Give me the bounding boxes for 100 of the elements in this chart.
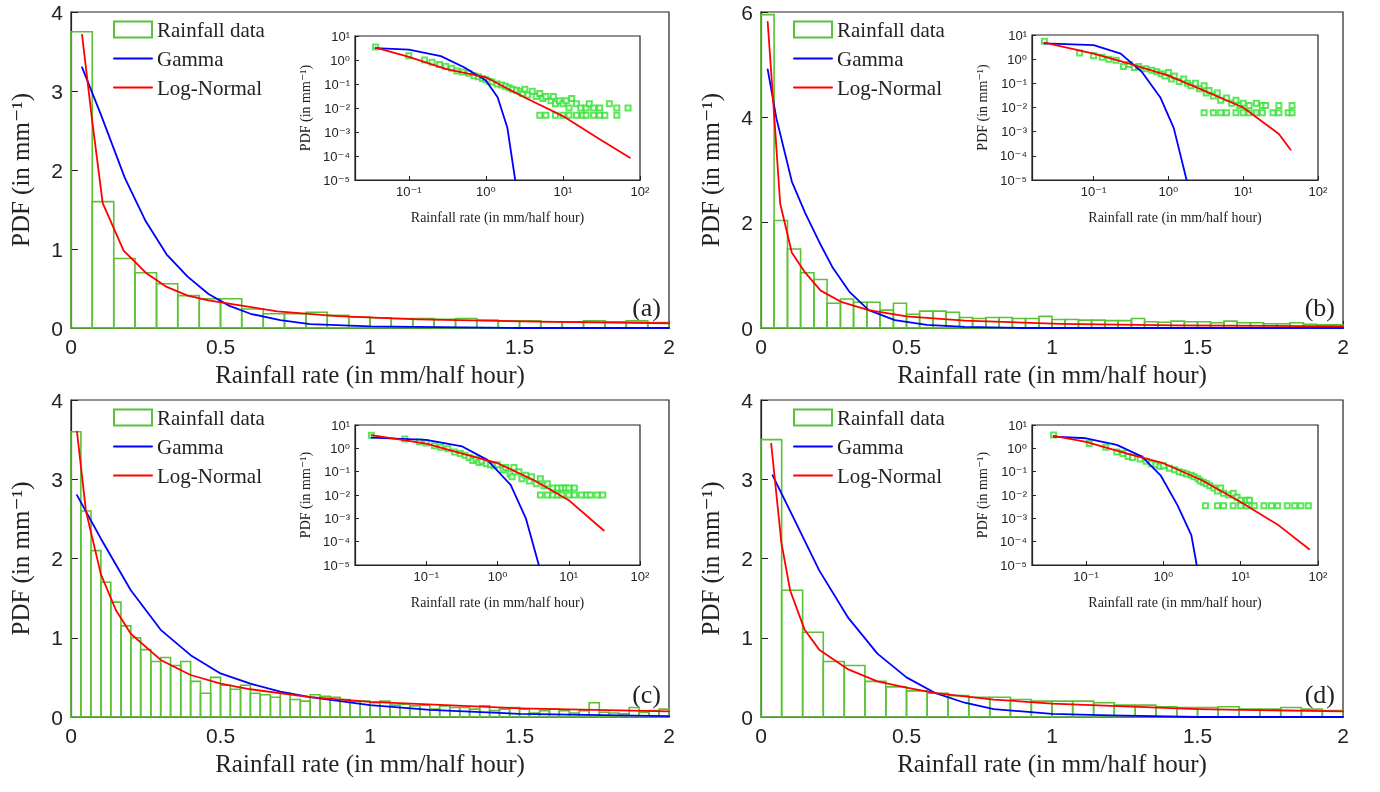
y-tick-label: 4 xyxy=(741,105,754,129)
legend-label: Log-Normal xyxy=(837,75,943,100)
x-tick-label: 10⁻¹ xyxy=(396,184,423,199)
legend-label: Rainfall data xyxy=(837,405,946,430)
x-axis-title: Rainfall rate (in mm/half hour) xyxy=(897,361,1207,389)
y-tick-label: 10⁻² xyxy=(324,487,351,503)
y-tick-label: 2 xyxy=(51,547,63,570)
y-tick-label: 10⁻⁵ xyxy=(323,557,350,573)
y-tick-label: 10⁰ xyxy=(330,440,350,456)
y-tick-label: 1 xyxy=(51,626,63,650)
y-tick-label: 4 xyxy=(51,0,64,24)
y-axis-title: PDF (in mm⁻¹) xyxy=(697,481,725,636)
x-tick-label: 1 xyxy=(364,724,376,747)
legend-label: Rainfall data xyxy=(157,17,266,42)
x-tick-label: 10⁰ xyxy=(1158,184,1179,199)
legend-label: Gamma xyxy=(837,46,905,71)
x-tick-label: 1.5 xyxy=(504,724,535,747)
y-tick-label: 10⁻⁵ xyxy=(1000,557,1027,573)
x-tick-label: 10⁻¹ xyxy=(1073,569,1100,584)
y-axis-title: PDF (in mm⁻¹) xyxy=(7,92,35,248)
annotation: (b) xyxy=(1304,292,1336,322)
x-tick-label: 2 xyxy=(663,335,675,358)
x-axis-title: Rainfall rate (in mm/half hour) xyxy=(215,750,525,778)
x-tick-label: 1.5 xyxy=(504,335,535,358)
x-tick-label: 1 xyxy=(1046,724,1058,747)
y-tick-label: 3 xyxy=(741,467,753,491)
x-axis-title: Rainfall rate (in mm/half hour) xyxy=(410,594,585,611)
x-tick-label: 10¹ xyxy=(1231,569,1251,584)
x-tick-label: 10² xyxy=(1308,569,1329,584)
x-tick-label: 2 xyxy=(1337,724,1349,747)
x-tick-label: 10² xyxy=(630,569,651,584)
y-tick-label: 10⁻² xyxy=(1001,100,1028,115)
x-axis-title: Rainfall rate (in mm/half hour) xyxy=(1088,594,1263,611)
y-axis-title: PDF (in mm⁻¹) xyxy=(297,64,314,152)
y-tick-label: 1 xyxy=(741,626,753,650)
x-tick-label: 10⁻¹ xyxy=(413,569,440,584)
x-axis-title: Rainfall rate (in mm/half hour) xyxy=(897,750,1207,778)
y-tick-label: 10⁰ xyxy=(1007,51,1027,67)
y-tick-label: 10⁻³ xyxy=(1001,124,1028,140)
x-tick-label: 1.5 xyxy=(1182,724,1213,747)
x-axis-title: Rainfall rate (in mm/half hour) xyxy=(1088,209,1263,226)
y-tick-label: 0 xyxy=(51,316,63,340)
annotation: (a) xyxy=(632,292,661,322)
x-tick-label: 1 xyxy=(364,335,376,358)
y-tick-label: 10⁻⁴ xyxy=(323,534,350,550)
legend-label: Gamma xyxy=(157,46,225,71)
y-tick-label: 0 xyxy=(51,705,63,729)
y-tick-label: 10⁻⁴ xyxy=(323,148,350,164)
x-tick-label: 10² xyxy=(1308,184,1329,199)
y-tick-label: 2 xyxy=(741,547,753,570)
x-tick-label: 10⁻¹ xyxy=(1080,184,1108,199)
y-tick-label: 10⁻⁵ xyxy=(1000,172,1027,188)
x-tick-label: 0.5 xyxy=(891,724,922,747)
y-tick-label: 10¹ xyxy=(331,28,351,44)
x-tick-label: 1 xyxy=(1046,335,1058,358)
x-tick-label: 0.5 xyxy=(891,335,922,358)
x-tick-label: 10¹ xyxy=(559,569,579,584)
y-tick-label: 10⁻⁴ xyxy=(1000,148,1027,164)
y-tick-label: 2 xyxy=(741,211,753,235)
x-axis-title: Rainfall rate (in mm/half hour) xyxy=(215,361,525,389)
y-tick-label: 10⁻⁴ xyxy=(1000,534,1027,550)
y-axis-title: PDF (in mm⁻¹) xyxy=(974,64,991,151)
y-tick-label: 3 xyxy=(51,467,63,491)
y-tick-label: 10⁻³ xyxy=(324,124,351,140)
x-axis-title: Rainfall rate (in mm/half hour) xyxy=(410,209,585,226)
y-tick-label: 10⁰ xyxy=(1007,440,1027,456)
y-tick-label: 4 xyxy=(51,388,64,412)
legend-label: Gamma xyxy=(157,434,225,459)
y-tick-label: 0 xyxy=(741,316,753,340)
legend-label: Log-Normal xyxy=(837,463,943,488)
y-axis-title: PDF (in mm⁻¹) xyxy=(297,451,314,539)
y-tick-label: 10⁻¹ xyxy=(1001,75,1028,91)
legend-label: Log-Normal xyxy=(157,463,263,488)
y-tick-label: 1 xyxy=(51,237,63,261)
y-tick-label: 10¹ xyxy=(1008,417,1028,433)
y-tick-label: 0 xyxy=(741,705,753,729)
x-tick-label: 2 xyxy=(1337,335,1349,358)
annotation: (c) xyxy=(632,679,661,709)
legend-label: Gamma xyxy=(837,434,905,459)
legend-label: Rainfall data xyxy=(157,405,266,430)
y-tick-label: 10¹ xyxy=(1008,27,1028,43)
y-tick-label: 10⁻⁵ xyxy=(323,172,350,188)
annotation: (d) xyxy=(1304,679,1336,709)
y-tick-label: 3 xyxy=(51,79,63,103)
legend-label: Log-Normal xyxy=(157,75,263,100)
x-tick-label: 0.5 xyxy=(205,335,236,358)
y-tick-label: 10⁻³ xyxy=(324,510,351,526)
y-axis-title: PDF (in mm⁻¹) xyxy=(974,451,991,539)
x-tick-label: 10¹ xyxy=(1233,184,1254,199)
x-tick-label: 10¹ xyxy=(553,184,574,199)
y-tick-label: 4 xyxy=(741,388,754,412)
y-tick-label: 6 xyxy=(741,0,753,24)
x-tick-label: 0.5 xyxy=(205,724,236,747)
y-tick-label: 10⁻² xyxy=(1001,487,1028,503)
legend-label: Rainfall data xyxy=(837,17,946,42)
y-tick-label: 10⁻¹ xyxy=(324,76,351,92)
y-tick-label: 10⁻¹ xyxy=(1001,464,1028,480)
y-tick-label: 10⁻³ xyxy=(1001,510,1028,526)
x-tick-label: 2 xyxy=(663,724,675,747)
y-tick-label: 2 xyxy=(51,158,63,182)
